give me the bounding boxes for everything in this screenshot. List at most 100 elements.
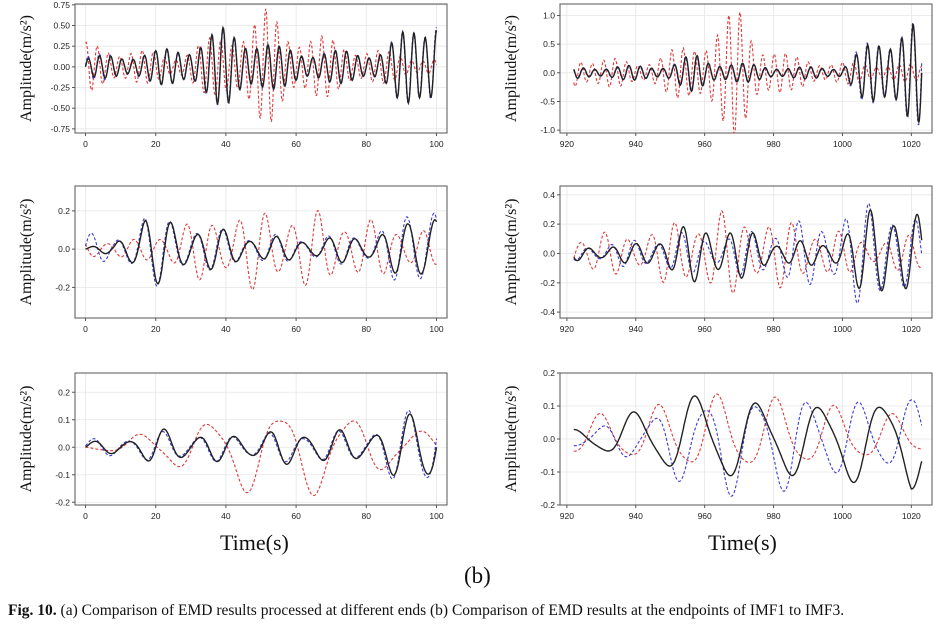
series-red-line — [85, 420, 437, 497]
chart-IMF1-start: 0 20 40 60 80 100 -0.75 -0.50 -0.25 0.00 0.25 0.50 0… — [18, 0, 448, 149]
series-black-line — [573, 22, 923, 123]
x-tick-label: 960 — [698, 511, 712, 521]
y-tick-label: -0.2 — [55, 497, 70, 507]
y-tick-label: 0.2 — [543, 368, 555, 378]
x-tick-label: 80 — [362, 324, 372, 334]
y-tick-label: 0.0 — [58, 442, 70, 452]
x-axis-label-left: Time(s) — [220, 530, 289, 555]
y-tick-label: 0.0 — [543, 248, 555, 258]
x-tick-label: 980 — [766, 324, 780, 334]
x-tick-label: 100 — [429, 511, 443, 521]
y-tick-label: 0.50 — [53, 21, 70, 31]
x-tick-label: 960 — [698, 139, 712, 149]
x-tick-label: 80 — [362, 511, 372, 521]
x-tick-label: 920 — [560, 324, 574, 334]
x-tick-label: 1000 — [833, 511, 852, 521]
caption-text: (a) Comparison of EMD results processed … — [60, 602, 845, 619]
x-tick-label: 60 — [291, 324, 301, 334]
y-axis-label: Amplitude(m/s²) — [18, 15, 35, 122]
x-tick-label: 980 — [766, 511, 780, 521]
x-tick-label: 1000 — [833, 139, 852, 149]
chart-IMF2-start: 0 20 40 60 80 100 -0.2 0.0 0.2 Amplitude(m/s²) — [18, 185, 448, 334]
x-tick-label: 80 — [362, 139, 372, 149]
series-blue-line — [85, 410, 438, 480]
series-red-line — [84, 209, 437, 291]
x-tick-label: 940 — [629, 324, 643, 334]
series-red-line — [573, 10, 923, 133]
y-tick-label: -0.1 — [55, 470, 70, 480]
y-tick-label: 0.25 — [53, 41, 70, 51]
y-tick-label: -0.1 — [540, 467, 555, 477]
x-tick-label: 20 — [151, 139, 161, 149]
chart-IMF1-end: 920 940 960 980 1000 1020 -1.0 -0.5 0.0 0.5 1.0 Amp… — [503, 3, 933, 149]
y-tick-label: 0.0 — [543, 68, 555, 78]
plot-frame — [74, 185, 448, 319]
x-tick-label: 60 — [291, 511, 301, 521]
x-tick-label: 1020 — [902, 139, 921, 149]
y-axis-label: Amplitude(m/s²) — [18, 385, 35, 492]
x-tick-label: 20 — [151, 324, 161, 334]
y-tick-label: 0.1 — [543, 401, 555, 411]
y-tick-label: 0.1 — [58, 415, 70, 425]
y-tick-label: -0.50 — [51, 103, 71, 113]
x-tick-label: 60 — [291, 139, 301, 149]
y-axis-label: Amplitude(m/s²) — [503, 385, 520, 492]
x-tick-label: 100 — [429, 139, 443, 149]
series-blue-line — [573, 202, 923, 304]
y-tick-label: -0.2 — [55, 282, 70, 292]
y-tick-label: -0.4 — [540, 307, 555, 317]
series-black-line — [84, 25, 438, 106]
y-tick-label: -0.5 — [540, 96, 555, 106]
caption-prefix: Fig. 10. — [8, 602, 57, 619]
figure-caption: Fig. 10. (a) Comparison of EMD results p… — [8, 602, 948, 620]
y-tick-label: 1.0 — [543, 10, 555, 20]
plot-frame — [559, 185, 933, 319]
y-axis-label: Amplitude(m/s²) — [503, 15, 520, 122]
plot-frame — [559, 3, 933, 134]
y-tick-label: 0.2 — [58, 206, 70, 216]
x-tick-label: 0 — [83, 139, 88, 149]
x-tick-label: 0 — [83, 324, 88, 334]
x-tick-label: 0 — [83, 511, 88, 521]
y-tick-label: 0.75 — [53, 0, 70, 10]
y-tick-label: 0.0 — [58, 244, 70, 254]
x-tick-label: 960 — [698, 324, 712, 334]
y-tick-label: -0.25 — [51, 83, 71, 93]
chart-IMF2-end: 920 940 960 980 1000 1020 -0.4 -0.2 0.0 0.2 0.4 Amp… — [503, 185, 933, 334]
series-blue-line — [573, 399, 923, 497]
y-tick-label: -0.75 — [51, 124, 71, 134]
y-tick-label: 0.2 — [543, 219, 555, 229]
x-tick-label: 920 — [560, 139, 574, 149]
y-tick-label: 0.5 — [543, 39, 555, 49]
y-tick-label: 0.2 — [58, 387, 70, 397]
x-tick-label: 40 — [221, 511, 231, 521]
panel-label: (b) — [464, 563, 491, 588]
x-tick-label: 20 — [151, 511, 161, 521]
series-red-line — [573, 210, 923, 294]
x-tick-label: 1020 — [902, 511, 921, 521]
plot-frame — [74, 3, 448, 134]
y-tick-label: 0.4 — [543, 190, 555, 200]
chart-IMF3-end: 920 940 960 980 1000 1020 -0.2 -0.1 0.0 0.1 0.2 Amp… — [503, 368, 933, 521]
x-tick-label: 980 — [766, 139, 780, 149]
y-tick-label: -0.2 — [540, 278, 555, 288]
x-tick-label: 940 — [629, 139, 643, 149]
y-axis-label: Amplitude(m/s²) — [503, 198, 520, 305]
y-tick-label: -1.0 — [540, 125, 555, 135]
y-tick-label: 0.0 — [543, 434, 555, 444]
y-tick-label: -0.2 — [540, 500, 555, 510]
x-tick-label: 940 — [629, 511, 643, 521]
plot-frame — [74, 372, 448, 506]
chart-IMF3-start: 0 20 40 60 80 100 -0.2 -0.1 0.0 0.1 0.2 Amplitude(m… — [18, 372, 448, 521]
x-tick-label: 100 — [429, 324, 443, 334]
series-red-line — [85, 8, 438, 123]
series-black-line — [573, 209, 923, 292]
x-tick-label: 40 — [221, 139, 231, 149]
series-blue-line — [84, 212, 438, 287]
y-tick-label: 0.00 — [53, 62, 70, 72]
series-black-line — [573, 395, 923, 490]
x-tick-label: 920 — [560, 511, 574, 521]
series-black-line — [85, 219, 438, 285]
x-tick-label: 1000 — [833, 324, 852, 334]
